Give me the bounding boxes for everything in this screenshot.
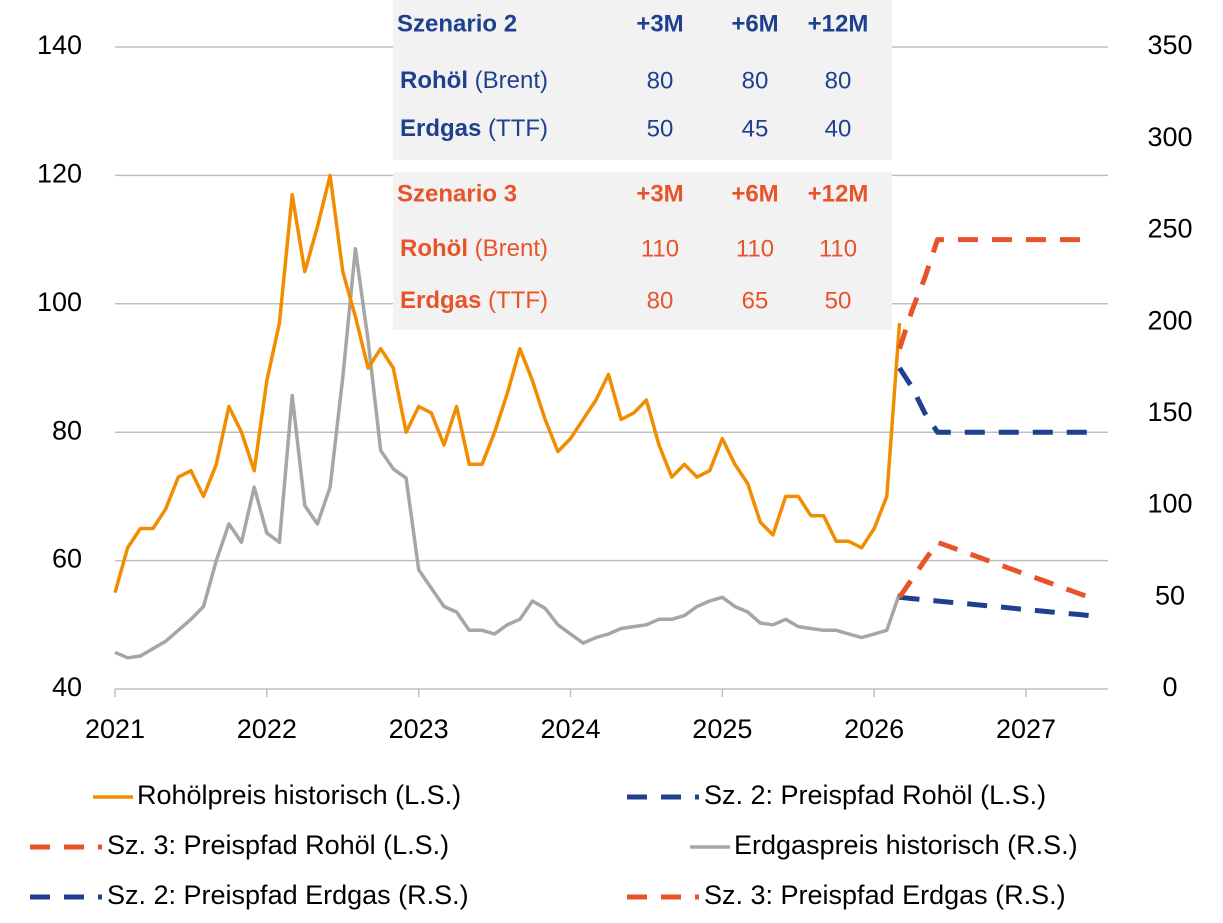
- row-name: Rohöl: [400, 235, 468, 262]
- legend-label: Rohölpreis historisch (L.S.): [137, 780, 461, 810]
- series-line: [897, 366, 1090, 435]
- table-value: 80: [825, 67, 852, 94]
- row-label: Rohöl (Brent): [400, 67, 548, 94]
- y2-tick-label: 150: [1147, 397, 1192, 427]
- table-column: +6M: [731, 180, 778, 207]
- series-line: [897, 539, 1091, 600]
- y2-tick-label: 200: [1147, 305, 1192, 335]
- y2-tick-label: 250: [1147, 214, 1192, 244]
- table-value: 80: [647, 287, 674, 314]
- row-sublabel: (TTF): [488, 287, 548, 314]
- y2-tick-label: 100: [1147, 489, 1192, 519]
- row-name: Erdgas: [400, 287, 481, 314]
- x-tick-label: 2027: [996, 714, 1056, 744]
- legend-label: Erdgaspreis historisch (R.S.): [734, 830, 1078, 860]
- legend-label: Sz. 3: Preispfad Erdgas (R.S.): [704, 880, 1066, 910]
- y2-tick-label: 50: [1155, 580, 1185, 610]
- y-tick-label: 120: [37, 159, 82, 189]
- row-label: Erdgas (TTF): [400, 287, 548, 314]
- table-value: 50: [825, 287, 852, 314]
- x-tick-label: 2021: [85, 714, 145, 744]
- table-value: 65: [742, 287, 769, 314]
- y2-tick-label: 0: [1162, 672, 1177, 702]
- table-column: +12M: [808, 180, 869, 207]
- table-title: Szenario 2: [397, 10, 517, 37]
- table-column: +6M: [731, 10, 778, 37]
- row-name: Erdgas: [400, 115, 481, 142]
- row-label: Rohöl (Brent): [400, 235, 548, 262]
- x-tick-label: 2024: [540, 714, 600, 744]
- table-value: 80: [647, 67, 674, 94]
- scenario-table: +3M +6M +12M Rohöl (Brent) 80 80 80 Erdgas (TTF…: [393, 0, 892, 160]
- x-tick-label: 2025: [692, 714, 752, 744]
- table-column: +3M: [636, 10, 683, 37]
- table-value: 110: [736, 235, 774, 262]
- legend-label: Sz. 2: Preispfad Rohöl (L.S.): [704, 780, 1046, 810]
- table-value: 50: [647, 115, 674, 142]
- x-tick-label: 2022: [237, 714, 297, 744]
- scenario-table: +3M +6M +12M Rohöl (Brent) 110 110 110 Erdgas (…: [393, 172, 892, 330]
- table-value: 40: [825, 115, 852, 142]
- y-tick-label: 80: [52, 415, 82, 445]
- y2-tick-label: 300: [1147, 122, 1192, 152]
- x-tick-label: 2026: [844, 714, 904, 744]
- table-box: [393, 172, 892, 330]
- x-tick-label: 2023: [389, 714, 449, 744]
- row-label: Erdgas (TTF): [400, 115, 548, 142]
- row-sublabel: (TTF): [488, 115, 548, 142]
- table-title: Szenario 3: [397, 180, 517, 207]
- table-value: 110: [641, 235, 679, 262]
- legend-label: Sz. 2: Preispfad Erdgas (R.S.): [107, 880, 469, 910]
- table-box: [393, 0, 892, 160]
- row-name: Rohöl: [400, 67, 468, 94]
- y2-tick-label: 350: [1147, 30, 1192, 60]
- y-tick-label: 100: [37, 287, 82, 317]
- table-column: +12M: [808, 10, 869, 37]
- y-tick-label: 40: [52, 672, 82, 702]
- series-line: [114, 247, 902, 660]
- table-column: +3M: [636, 180, 683, 207]
- series-line: [113, 173, 902, 594]
- series-line: [899, 594, 1090, 619]
- y-tick-label: 140: [37, 30, 82, 60]
- y-tick-label: 60: [52, 544, 82, 574]
- legend-label: Sz. 3: Preispfad Rohöl (L.S.): [107, 830, 449, 860]
- table-value: 110: [819, 235, 857, 262]
- series-line: [897, 237, 1090, 350]
- row-sublabel: (Brent): [475, 235, 548, 262]
- table-value: 45: [742, 115, 769, 142]
- row-sublabel: (Brent): [475, 67, 548, 94]
- table-value: 80: [742, 67, 769, 94]
